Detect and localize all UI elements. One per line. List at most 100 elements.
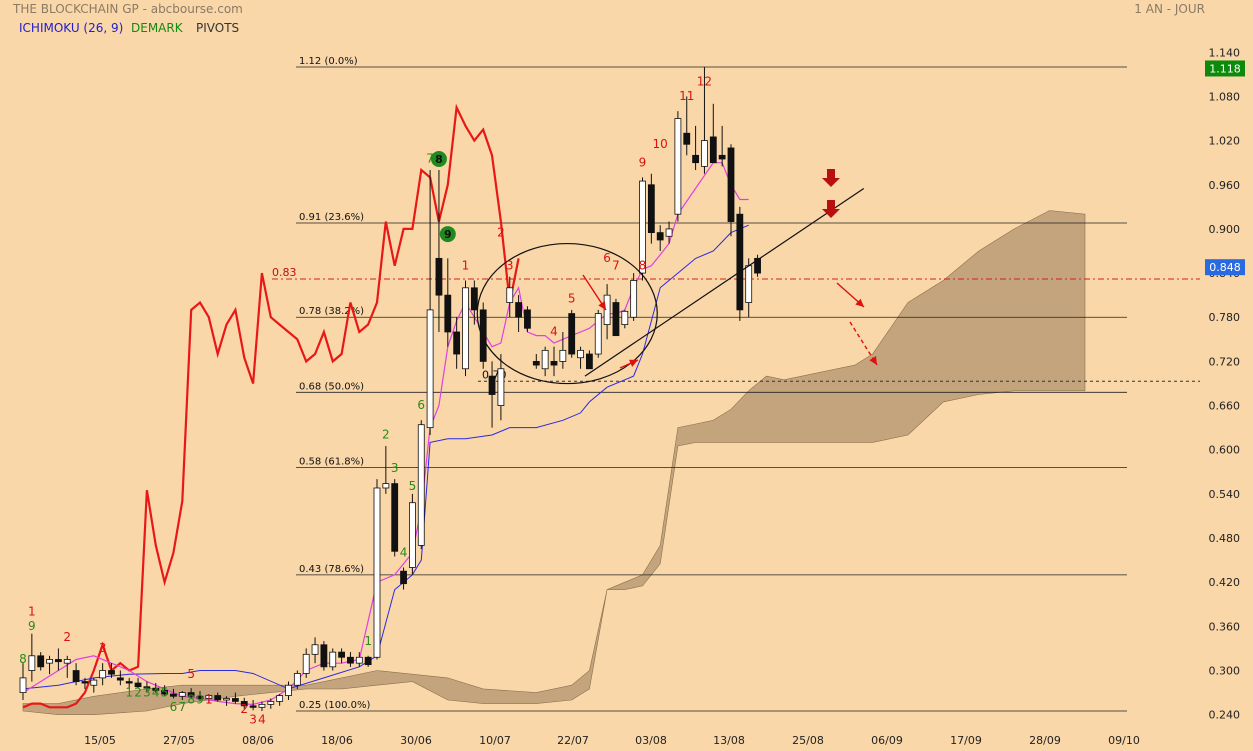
x-tick-6: 22/07 [557,734,589,747]
y-tick-14: 0.300 [1209,665,1241,678]
demark-circle-label-1: 9 [444,228,452,241]
demark-label-35: 10 [653,137,668,151]
arrow-down-3 [849,321,878,366]
candle-body-81 [736,213,744,311]
demark-label-26: 1 [462,258,470,272]
candle-body-43 [400,570,407,585]
candle-body-31 [293,673,301,686]
sell-arrow-1 [822,169,840,187]
demark-label-17: 3 [249,713,257,727]
candle-body-22 [214,695,222,701]
fib-label-1: 0.91 (23.6%) [299,212,364,223]
demark-label-2: 1 [28,604,36,618]
candle-body-18 [178,692,186,697]
x-tick-2: 08/06 [242,734,274,747]
candle-body-61 [559,349,567,362]
candle-body-1 [28,655,36,671]
candle-body-35 [329,651,337,668]
demark-label-15: 1 [205,693,213,707]
candle-body-72 [656,232,664,241]
candle-body-78 [709,136,717,164]
arrow-down-2-head [855,298,864,307]
candle-body-46 [426,309,434,429]
arrow-down-3-head [869,356,877,365]
candle-body-8 [90,679,98,686]
indicator-pivots[interactable]: PIVOTS [196,21,240,35]
candle-body-73 [665,228,673,237]
candle-body-32 [302,653,310,674]
y-tick-7: 0.720 [1209,355,1241,368]
demark-circle-label-0: 8 [435,153,443,166]
x-tick-9: 25/08 [792,734,824,747]
y-tick-2: 1.020 [1209,135,1241,148]
candle-body-45 [417,424,425,546]
candle-body-16 [161,689,169,695]
candle-body-53 [488,375,496,395]
demark-label-31: 6 [603,251,611,265]
candle-body-26 [249,705,257,708]
candle-body-6 [72,670,80,682]
x-tick-8: 13/08 [713,734,745,747]
demark-label-28: 3 [506,258,514,272]
indicator-ichimoku[interactable]: ICHIMOKU (26, 9) [19,21,124,35]
candle-body-69 [630,280,638,318]
demark-label-19: 1 [364,634,372,648]
fib-label-2: 0.78 (38.2%) [299,306,364,317]
indicator-demark[interactable]: DEMARK [131,21,183,35]
candle-body-68 [621,310,629,325]
trendline [584,187,865,377]
candle-body-74 [674,118,682,215]
y-tick-12: 0.420 [1209,576,1241,589]
demark-circle-0 [430,151,447,167]
y-tick-11: 0.480 [1209,532,1241,545]
candle-body-0 [19,677,27,694]
x-tick-13: 09/10 [1108,734,1140,747]
demark-label-23: 5 [409,479,417,493]
y-tick-3: 0.960 [1209,179,1241,192]
demark-label-20: 2 [382,428,390,442]
candle-body-17 [170,693,177,697]
chart-title: THE BLOCKCHAIN GP - abcbourse.com [13,2,243,16]
demark-label-21: 3 [391,461,399,475]
candle-body-51 [470,287,478,311]
demark-label-12: 7 [178,700,186,714]
candle-body-3 [46,659,53,664]
candle-body-4 [55,659,62,663]
x-tick-4: 30/06 [400,734,432,747]
candle-body-54 [497,368,505,406]
demark-label-8: 4 [152,685,160,699]
candle-body-55 [506,287,514,303]
y-tick-13: 0.360 [1209,620,1241,633]
red-line [22,103,520,709]
candle-body-34 [320,644,328,668]
demark-label-25: 7 [426,152,434,166]
y-tick-15: 0.240 [1209,709,1241,722]
candle-body-83 [754,257,761,274]
y-tick-1: 1.080 [1209,90,1241,103]
demark-label-3: 2 [63,630,71,644]
candle-body-19 [187,692,195,697]
fib-label-5: 0.43 (78.6%) [299,564,364,575]
demark-label-1: 9 [28,619,36,633]
candle-body-11 [116,677,124,681]
demark-circle-1 [439,226,456,243]
candle-body-65 [594,313,602,355]
candle-body-33 [311,644,319,655]
demark-label-27: 2 [497,225,505,239]
x-tick-11: 17/09 [950,734,982,747]
pivot-price-badge [1205,259,1245,276]
candle-body-57 [524,309,531,329]
candle-body-82 [745,265,753,303]
candle-body-44 [408,502,416,568]
candle-body-23 [223,698,230,701]
demark-label-30: 5 [568,292,576,306]
candle-body-67 [612,302,620,337]
candle-body-12 [125,681,133,684]
x-tick-10: 06/09 [871,734,903,747]
x-tick-12: 28/09 [1029,734,1061,747]
fib-label-4: 0.58 (61.8%) [299,456,364,467]
demark-label-13: 8 [187,693,195,707]
candle-body-21 [205,695,213,699]
candle-body-63 [577,349,584,359]
